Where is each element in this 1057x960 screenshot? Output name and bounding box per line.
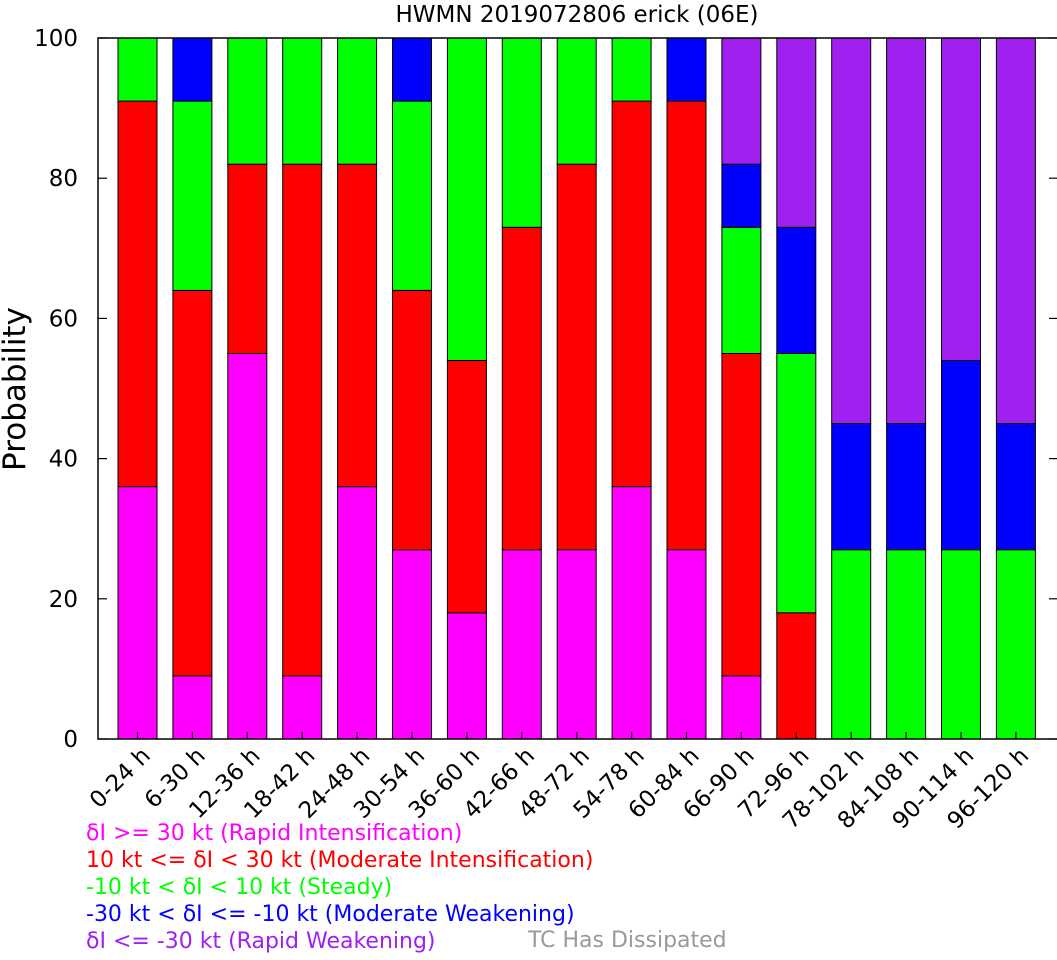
bar-segment — [227, 163, 268, 354]
bar-segment — [831, 37, 872, 425]
bar-segment — [446, 360, 487, 614]
bar-segment — [831, 423, 872, 551]
bar-segment — [227, 37, 268, 165]
bar-segment — [282, 675, 323, 740]
bars-layer — [117, 37, 1036, 740]
bar-segment — [776, 352, 817, 614]
y-tick-label: 100 — [34, 26, 78, 52]
bar-segment — [666, 37, 707, 102]
legend-entry: 10 kt <= δI < 30 kt (Moderate Intensific… — [86, 848, 594, 873]
bar-segment — [556, 37, 597, 165]
y-tick-label: 40 — [49, 447, 78, 473]
bar-segment — [556, 163, 597, 551]
y-axis-label: Probability — [0, 307, 33, 471]
bar-segment — [337, 163, 378, 488]
bar-segment — [611, 37, 652, 102]
plot-frame — [97, 37, 1057, 740]
y-tick-label: 20 — [49, 587, 78, 613]
bar-segment — [117, 37, 158, 102]
bar-segment — [666, 549, 707, 740]
bar-segment — [501, 226, 542, 551]
bar-segment — [227, 352, 268, 740]
bar-segment — [392, 100, 432, 291]
bar-segment — [831, 549, 872, 740]
legend-entry: δI <= -30 kt (Rapid Weakening) — [86, 929, 436, 954]
legend-entry: -30 kt < δI <= -10 kt (Moderate Weakenin… — [86, 902, 575, 927]
y-tick-label: 80 — [49, 166, 78, 192]
bar-segment — [117, 100, 158, 488]
bar-segment — [941, 549, 981, 740]
bar-segment — [172, 289, 213, 677]
bar-segment — [995, 423, 1036, 551]
bar-segment — [721, 37, 762, 165]
bar-segment — [941, 360, 981, 551]
x-tick-label: 0-24 h — [85, 743, 156, 814]
bar-segment — [611, 486, 652, 740]
y-tick-label: 0 — [63, 727, 78, 753]
bar-segment — [995, 549, 1036, 740]
bar-segment — [337, 486, 378, 740]
bar-segment — [995, 37, 1036, 425]
bar-segment — [556, 549, 597, 740]
bar-segment — [776, 37, 817, 228]
bar-segment — [721, 675, 762, 740]
dissipated-legend-entry: TC Has Dissipated — [528, 928, 727, 953]
bar-segment — [501, 549, 542, 740]
bar-segment — [446, 37, 487, 361]
legend-entry: -10 kt < δI < 10 kt (Steady) — [86, 875, 393, 900]
bar-segment — [501, 37, 542, 228]
bar-segment — [886, 37, 927, 425]
bar-segment — [172, 37, 213, 102]
chart-title: HWMN 2019072806 erick (06E) — [395, 2, 758, 28]
bar-segment — [721, 226, 762, 354]
bar-segment — [392, 549, 432, 740]
bar-segment — [117, 486, 158, 740]
bar-segment — [886, 549, 927, 740]
bar-segment — [446, 612, 487, 740]
bar-segment — [721, 352, 762, 677]
bar-segment — [392, 37, 432, 102]
bar-segment — [886, 423, 927, 551]
legend: δI >= 30 kt (Rapid Intensification) 10 kt… — [86, 820, 593, 955]
bar-segment — [282, 37, 323, 165]
bar-segment — [721, 163, 762, 228]
bar-segment — [611, 100, 652, 488]
bar-segment — [776, 612, 817, 740]
bar-segment — [666, 100, 707, 551]
bar-segment — [941, 37, 981, 361]
legend-entry: δI >= 30 kt (Rapid Intensification) — [86, 821, 463, 846]
bar-segment — [776, 226, 817, 354]
bar-segment — [172, 675, 213, 740]
y-tick-label: 60 — [49, 306, 78, 332]
bar-segment — [172, 100, 213, 291]
bar-segment — [392, 289, 432, 551]
bar-segment — [337, 37, 378, 165]
bar-segment — [282, 163, 323, 677]
